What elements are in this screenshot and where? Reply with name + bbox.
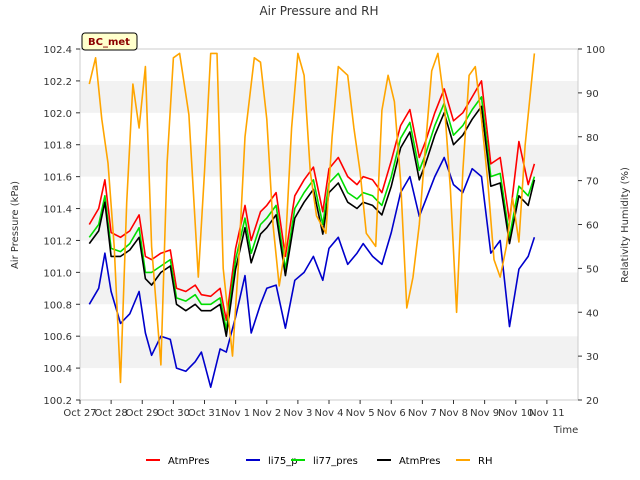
y-tick-label: 100.6 bbox=[43, 332, 72, 343]
grid-band bbox=[80, 49, 578, 81]
y2-tick-label: 30 bbox=[586, 352, 599, 363]
x-tick-label: Oct 31 bbox=[188, 408, 221, 419]
x-tick-label: Nov 7 bbox=[408, 408, 437, 419]
y-tick-label: 102.2 bbox=[43, 77, 72, 88]
x-tick-label: Nov 11 bbox=[529, 408, 564, 419]
y2-axis-ticks: 20 30 40 50 60 70 80 90 100 bbox=[578, 45, 605, 407]
legend: AtmPres li75_p li77_pres AtmPres RH bbox=[146, 456, 492, 467]
x-tick-label: Nov 6 bbox=[377, 408, 406, 419]
y-tick-label: 101.2 bbox=[43, 236, 72, 247]
series-lines bbox=[88, 52, 536, 389]
series-line-4 bbox=[88, 52, 536, 384]
y2-tick-label: 40 bbox=[586, 308, 599, 319]
grid-band bbox=[80, 80, 578, 113]
x-tick-label: Nov 8 bbox=[439, 408, 468, 419]
y-tick-label: 101.6 bbox=[43, 173, 72, 184]
x-tick-label: Nov 1 bbox=[221, 408, 250, 419]
x-tick-label: Nov 2 bbox=[252, 408, 281, 419]
grid-band bbox=[80, 368, 578, 400]
x-tick-label: Oct 27 bbox=[63, 408, 96, 419]
y-tick-label: 101.4 bbox=[43, 205, 72, 216]
x-tick-label: Nov 5 bbox=[346, 408, 375, 419]
y2-tick-label: 90 bbox=[586, 89, 599, 100]
y-tick-label: 101.0 bbox=[43, 268, 72, 279]
x-tick-label: Nov 9 bbox=[470, 408, 499, 419]
legend-label: AtmPres bbox=[168, 456, 209, 467]
legend-label: li77_pres bbox=[313, 456, 358, 467]
site-badge: BC_met bbox=[81, 32, 138, 51]
y2-tick-label: 20 bbox=[586, 396, 599, 407]
grid-band bbox=[80, 112, 578, 145]
y2-tick-label: 70 bbox=[586, 177, 599, 188]
x-tick-label: Nov 4 bbox=[314, 408, 343, 419]
series-line-2 bbox=[88, 96, 536, 331]
y2-tick-label: 60 bbox=[586, 221, 599, 232]
y-axis-ticks: 100.2 100.4 100.6 100.8 101.0 101.2 101.4 101.6… bbox=[43, 45, 80, 407]
y-axis-label: Air Pressure (kPa) bbox=[10, 181, 21, 269]
x-axis-label: Time bbox=[553, 425, 578, 436]
y-tick-label: 100.8 bbox=[43, 300, 72, 311]
grid-band bbox=[80, 208, 578, 241]
y-tick-label: 102.4 bbox=[43, 45, 72, 56]
y-tick-label: 102.0 bbox=[43, 109, 72, 120]
grid-band bbox=[80, 336, 578, 369]
grid-band bbox=[80, 304, 578, 337]
y-tick-label: 101.8 bbox=[43, 141, 72, 152]
legend-label: AtmPres bbox=[399, 456, 440, 467]
x-tick-label: Nov 10 bbox=[498, 408, 533, 419]
legend-label: RH bbox=[478, 456, 492, 467]
x-tick-label: Oct 30 bbox=[157, 408, 190, 419]
y-tick-label: 100.4 bbox=[43, 364, 72, 375]
grid-band bbox=[80, 240, 578, 273]
legend-label: li75_p bbox=[268, 456, 298, 467]
site-label: BC_met bbox=[88, 37, 130, 48]
x-tick-label: Nov 3 bbox=[283, 408, 312, 419]
y-tick-label: 100.2 bbox=[43, 396, 72, 407]
y2-axis-label: Relativity Humidity (%) bbox=[620, 167, 631, 283]
y2-tick-label: 80 bbox=[586, 133, 599, 144]
series-line-1 bbox=[88, 156, 536, 389]
chart-title: Air Pressure and RH bbox=[259, 4, 378, 18]
series-line-3 bbox=[88, 105, 536, 338]
x-tick-label: Oct 29 bbox=[126, 408, 159, 419]
x-tick-label: Oct 28 bbox=[95, 408, 128, 419]
y2-tick-label: 100 bbox=[586, 45, 605, 56]
series-line-0 bbox=[88, 80, 536, 322]
y2-tick-label: 50 bbox=[586, 264, 599, 275]
